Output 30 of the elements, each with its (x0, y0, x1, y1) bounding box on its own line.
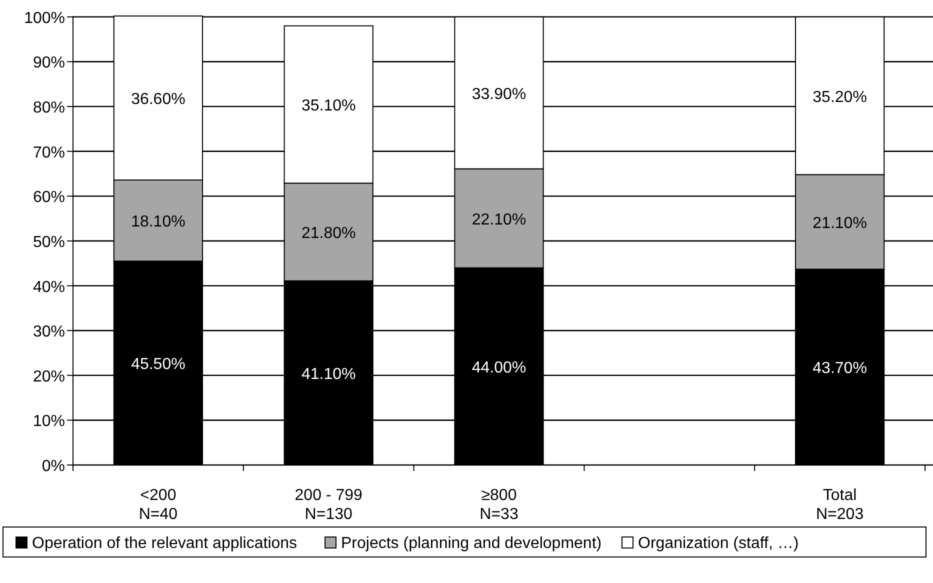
y-tick-label: 20% (32, 368, 65, 386)
text: 21.80% (301, 224, 356, 242)
y-tick-label: 50% (32, 234, 65, 251)
text: 22.10% (472, 211, 526, 228)
text: 35.10% (301, 98, 356, 114)
y-tick-label: 90% (32, 54, 65, 72)
y-tick-label: 10% (32, 413, 65, 430)
text: 45.50% (131, 356, 186, 374)
text: 36.60% (131, 91, 186, 108)
legend-label: Projects (planning and development) (341, 535, 602, 552)
x-tick-label: ≥800 N=33 (480, 487, 518, 523)
x-tick-label: Total N=203 (816, 487, 864, 523)
y-tick-label: 70% (32, 144, 65, 162)
y-tick-label: 0% (42, 458, 65, 475)
text: 33.90% (472, 86, 526, 103)
y-tick-label: 60% (32, 189, 65, 206)
text: 35.20% (812, 88, 867, 106)
text: 18.10% (131, 214, 186, 231)
y-tick-label: 80% (32, 100, 65, 117)
y-tick-label: 40% (32, 278, 65, 296)
y-tick-label: 100% (24, 10, 65, 27)
x-tick-label: 200 - 799 N=130 (294, 487, 363, 523)
legend-label: Organization (staff, …) (638, 535, 799, 552)
text: 43.70% (812, 360, 867, 378)
text: 21.10% (812, 214, 867, 232)
legend-label: Operation of the relevant applications (32, 535, 298, 552)
y-tick-label: 30% (32, 324, 65, 341)
x-tick-label: <200 N=40 (138, 487, 178, 523)
text: 44.00% (472, 359, 526, 376)
text: 41.10% (301, 366, 356, 383)
